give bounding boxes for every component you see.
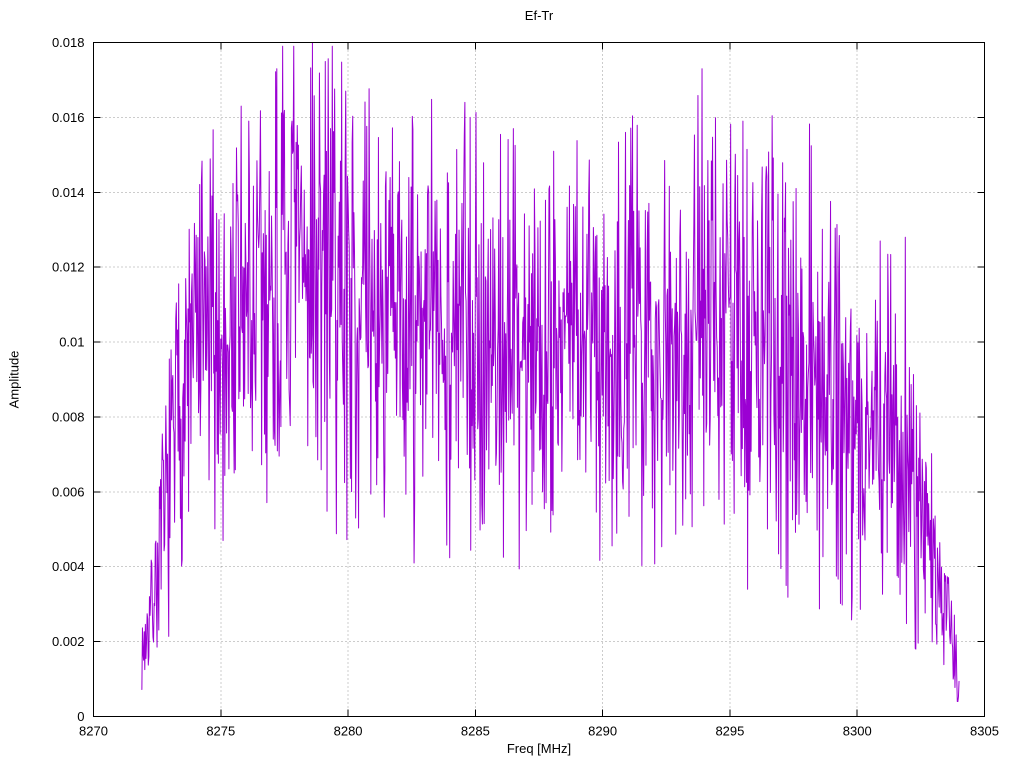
y-axis-label: Amplitude xyxy=(6,350,22,409)
y-tick-label: 0.004 xyxy=(52,559,85,574)
y-tick-label: 0.014 xyxy=(52,185,85,200)
x-tick-label: 8295 xyxy=(715,724,744,739)
y-tick-label: 0.016 xyxy=(52,110,85,125)
y-tick-label: 0.002 xyxy=(52,634,85,649)
plot-border xyxy=(93,42,985,717)
x-tick-label: 8275 xyxy=(206,724,235,739)
x-tick-label: 8300 xyxy=(843,724,872,739)
y-tick-label: 0 xyxy=(77,709,84,724)
spectrum-trace xyxy=(141,42,960,703)
x-tick-label: 8270 xyxy=(79,724,108,739)
y-tick-label: 0.018 xyxy=(52,35,85,50)
y-tick-label: 0.006 xyxy=(52,484,85,499)
y-tick-label: 0.008 xyxy=(52,409,85,424)
x-tick-label: 8285 xyxy=(461,724,490,739)
x-tick-label: 8290 xyxy=(588,724,617,739)
y-tick-label: 0.012 xyxy=(52,260,85,275)
chart-title: Ef-Tr xyxy=(524,8,554,23)
x-axis-label: Freq [MHz] xyxy=(506,741,572,756)
x-tick-label: 8280 xyxy=(334,724,363,739)
y-tick-label: 0.01 xyxy=(59,335,84,350)
x-tick-label: 8305 xyxy=(970,724,999,739)
